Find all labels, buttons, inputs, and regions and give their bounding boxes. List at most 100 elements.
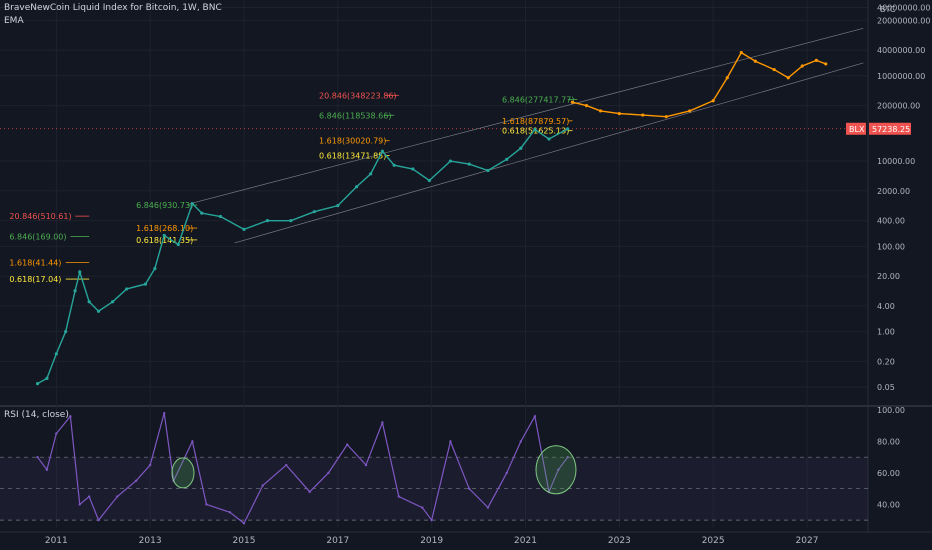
rsi-point: [163, 411, 166, 415]
price-point: [753, 59, 757, 63]
rsi-label: RSI (14, close): [4, 410, 69, 420]
price-point: [380, 149, 384, 153]
price-point: [242, 227, 246, 231]
price-point: [448, 159, 453, 163]
price-point: [584, 103, 589, 108]
price-point: [354, 185, 359, 189]
rsi-point: [148, 463, 152, 467]
price-point: [711, 99, 715, 103]
price-point: [162, 233, 166, 238]
price-tick-label: 20000000.00: [877, 16, 930, 25]
rsi-point: [134, 479, 138, 482]
fib-level-label: 6.846(277417.77): [502, 96, 574, 105]
time-tick-label: 2023: [608, 536, 631, 546]
price-point: [78, 270, 82, 274]
rsi-tick-label: 40.00: [877, 500, 900, 509]
time-tick-label: 2019: [420, 536, 443, 546]
price-point: [73, 289, 77, 293]
rsi-highlight-ellipse: [535, 445, 577, 495]
price-point: [176, 242, 180, 247]
rsi-point: [381, 421, 384, 424]
price-point: [570, 100, 575, 104]
price-tick-label: 10000.00: [877, 157, 915, 166]
price-point: [336, 204, 340, 208]
price-tag-value: 57238.25: [872, 125, 910, 134]
price-point: [54, 352, 58, 356]
price-tick-label: 400.00: [877, 217, 905, 226]
price-tag-symbol-bg: [846, 122, 866, 135]
price-axis-unit: BTC: [880, 5, 896, 14]
price-point: [143, 282, 148, 286]
price-projection-line: [572, 51, 827, 118]
price-point: [688, 109, 692, 113]
price-point: [566, 127, 570, 131]
rsi-point: [69, 415, 72, 418]
price-point: [533, 127, 537, 132]
price-point: [312, 210, 316, 214]
price-point: [35, 382, 40, 386]
rsi-point: [308, 490, 311, 494]
price-point: [617, 111, 621, 116]
time-tick-label: 2011: [45, 536, 68, 546]
fib-level-label: 20.846(510.61): [9, 212, 71, 221]
fib-level-label: 0.618(17.04): [9, 275, 61, 284]
price-point: [289, 219, 293, 223]
rsi-point: [533, 415, 537, 418]
rsi-highlight-ellipse: [171, 457, 195, 489]
rsi-point: [45, 468, 49, 471]
time-tick-label: 2021: [514, 536, 537, 546]
fib-level-label: 0.618(13471.85): [319, 152, 386, 161]
time-tick-label: 2013: [139, 536, 162, 546]
price-point: [45, 376, 49, 380]
price-point: [153, 267, 157, 271]
rsi-point: [36, 456, 39, 459]
price-tag-symbol: BLX: [849, 125, 865, 134]
price-point: [486, 168, 490, 173]
price-point: [505, 157, 509, 161]
indicator-label: EMA: [4, 16, 24, 26]
price-point: [369, 172, 373, 176]
price-point: [772, 67, 776, 72]
rsi-point: [55, 432, 58, 435]
rsi-point: [261, 484, 264, 487]
time-tick-label: 2017: [326, 536, 349, 546]
rsi-point: [327, 471, 330, 475]
fib-level-label: 6.846(118538.66): [319, 111, 391, 120]
rsi-point: [557, 468, 560, 471]
price-point: [64, 329, 68, 334]
price-point: [800, 64, 804, 68]
fib-level-label: 6.846(930.73): [136, 201, 193, 210]
price-tick-label: 0.05: [877, 383, 895, 392]
rsi-point: [191, 440, 194, 443]
price-point: [814, 58, 818, 62]
rsi-point: [430, 518, 433, 522]
price-point: [392, 163, 396, 167]
price-tick-label: 2000.00: [877, 187, 910, 196]
price-point: [519, 146, 523, 150]
price-tick-label: 100.00: [877, 242, 905, 251]
price-point: [664, 115, 668, 119]
price-point: [218, 214, 223, 219]
price-tick-label: 1000000.00: [877, 72, 925, 81]
price-tick-label: 20.00: [877, 272, 900, 281]
price-point: [824, 62, 828, 66]
fib-level-label: 6.846(169.00): [9, 233, 66, 242]
price-history-line: [37, 128, 569, 385]
rsi-point: [364, 463, 368, 467]
rsi-point: [205, 503, 208, 506]
price-tick-label: 0.20: [877, 357, 895, 366]
fib-level-label: 1.618(30020.79): [319, 137, 386, 146]
rsi-point: [78, 503, 81, 506]
price-point: [190, 202, 194, 206]
time-tick-label: 2027: [796, 536, 819, 546]
rsi-point: [97, 518, 100, 522]
price-point: [265, 219, 270, 223]
rsi-point: [486, 506, 490, 509]
price-point: [725, 76, 729, 80]
rsi-tick-label: 60.00: [877, 469, 900, 478]
price-point: [786, 76, 790, 80]
price-tag-bg: [869, 122, 911, 135]
price-point: [200, 211, 204, 215]
channel-lower-line: [234, 62, 864, 244]
